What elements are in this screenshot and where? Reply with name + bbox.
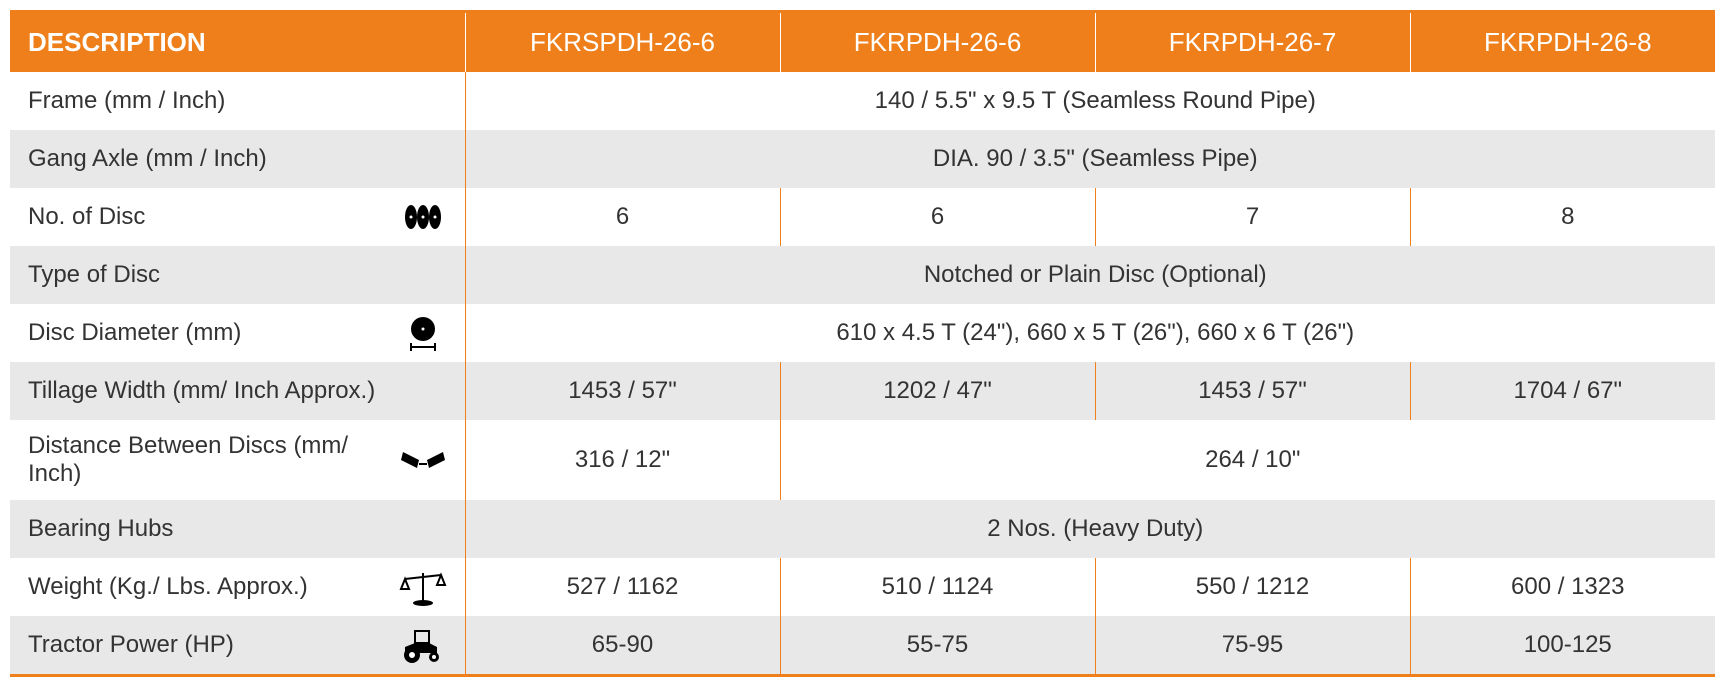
discs-icon <box>399 197 447 237</box>
header-model-2: FKRPDH-26-6 <box>780 12 1095 73</box>
table-row: Weight (Kg./ Lbs. Approx.) 527 / 1162510 … <box>10 558 1715 616</box>
row-label-text: Distance Between Discs (mm/ Inch) <box>28 432 348 487</box>
row-label: Frame (mm / Inch) <box>10 72 465 130</box>
cell-value: 8 <box>1410 188 1715 246</box>
table-row: Type of Disc Notched or Plain Disc (Optio… <box>10 246 1715 304</box>
cell-value: 1202 / 47" <box>780 362 1095 420</box>
tractor-icon <box>399 625 447 665</box>
table-header: DESCRIPTION FKRSPDH-26-6 FKRPDH-26-6 FKR… <box>10 12 1715 73</box>
cell-value: 264 / 10" <box>780 420 1715 500</box>
spacing-icon <box>399 440 447 480</box>
table-row: Tillage Width (mm/ Inch Approx.) 1453 / 5… <box>10 362 1715 420</box>
header-model-3: FKRPDH-26-7 <box>1095 12 1410 73</box>
cell-value: 1453 / 57" <box>465 362 780 420</box>
header-model-4: FKRPDH-26-8 <box>1410 12 1715 73</box>
cell-value: 1453 / 57" <box>1095 362 1410 420</box>
row-label: Tractor Power (HP) <box>10 616 465 676</box>
row-label: Disc Diameter (mm) <box>10 304 465 362</box>
cell-value: 6 <box>465 188 780 246</box>
cell-value: 510 / 1124 <box>780 558 1095 616</box>
header-model-1: FKRSPDH-26-6 <box>465 12 780 73</box>
row-label: No. of Disc <box>10 188 465 246</box>
table-row: Tractor Power (HP) 65-9055-7575-95100-125 <box>10 616 1715 676</box>
row-label: Type of Disc <box>10 246 465 304</box>
row-label: Gang Axle (mm / Inch) <box>10 130 465 188</box>
cell-value: 6 <box>780 188 1095 246</box>
row-label: Distance Between Discs (mm/ Inch) <box>10 420 465 500</box>
row-label: Weight (Kg./ Lbs. Approx.) <box>10 558 465 616</box>
diameter-icon <box>399 313 447 353</box>
row-label-text: Frame (mm / Inch) <box>28 87 225 114</box>
row-label: Tillage Width (mm/ Inch Approx.) <box>10 362 465 420</box>
table-row: Bearing Hubs 2 Nos. (Heavy Duty) <box>10 500 1715 558</box>
cell-value: 75-95 <box>1095 616 1410 676</box>
row-label-text: No. of Disc <box>28 203 145 230</box>
cell-value: 7 <box>1095 188 1410 246</box>
table-row: No. of Disc6678 <box>10 188 1715 246</box>
cell-value: Notched or Plain Disc (Optional) <box>465 246 1715 304</box>
row-label-text: Tractor Power (HP) <box>28 631 234 658</box>
cell-value: 2 Nos. (Heavy Duty) <box>465 500 1715 558</box>
header-description: DESCRIPTION <box>10 12 465 73</box>
row-label-text: Tillage Width (mm/ Inch Approx.) <box>28 377 375 404</box>
cell-value: 600 / 1323 <box>1410 558 1715 616</box>
cell-value: 527 / 1162 <box>465 558 780 616</box>
weight-icon <box>399 567 447 607</box>
cell-value: 1704 / 67" <box>1410 362 1715 420</box>
spec-table: DESCRIPTION FKRSPDH-26-6 FKRPDH-26-6 FKR… <box>10 10 1715 677</box>
row-label-text: Weight (Kg./ Lbs. Approx.) <box>28 573 308 600</box>
table-row: Distance Between Discs (mm/ Inch) 316 / 1… <box>10 420 1715 500</box>
cell-value: 610 x 4.5 T (24"), 660 x 5 T (26"), 660 … <box>465 304 1715 362</box>
cell-value: 65-90 <box>465 616 780 676</box>
cell-value: 100-125 <box>1410 616 1715 676</box>
cell-value: 140 / 5.5" x 9.5 T (Seamless Round Pipe) <box>465 72 1715 130</box>
cell-value: 550 / 1212 <box>1095 558 1410 616</box>
table-body: Frame (mm / Inch) 140 / 5.5" x 9.5 T (Sea… <box>10 72 1715 676</box>
table-row: Frame (mm / Inch) 140 / 5.5" x 9.5 T (Sea… <box>10 72 1715 130</box>
table-row: Disc Diameter (mm) 610 x 4.5 T (24"), 660… <box>10 304 1715 362</box>
cell-value: 316 / 12" <box>465 420 780 500</box>
row-label-text: Disc Diameter (mm) <box>28 319 241 346</box>
row-label: Bearing Hubs <box>10 500 465 558</box>
row-label-text: Gang Axle (mm / Inch) <box>28 145 267 172</box>
cell-value: DIA. 90 / 3.5" (Seamless Pipe) <box>465 130 1715 188</box>
row-label-text: Type of Disc <box>28 261 160 288</box>
table-row: Gang Axle (mm / Inch) DIA. 90 / 3.5" (Sea… <box>10 130 1715 188</box>
cell-value: 55-75 <box>780 616 1095 676</box>
row-label-text: Bearing Hubs <box>28 515 173 542</box>
